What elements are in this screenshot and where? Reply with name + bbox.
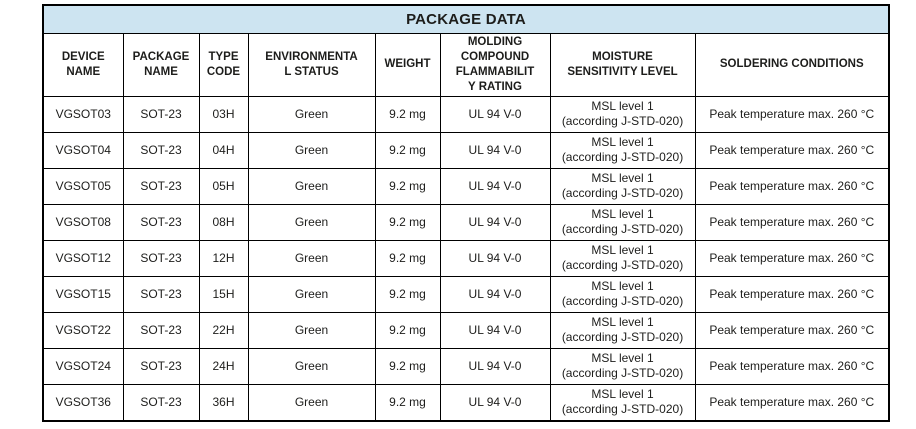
table-row: VGSOT08 SOT-23 08H Green 9.2 mg UL 94 V-0 MSL … [42, 203, 890, 241]
column-header-weight: WEIGHT [374, 33, 441, 97]
cell-molding-compound: UL 94 V-0 [439, 95, 551, 133]
cell-weight: 9.2 mg [374, 239, 441, 277]
cell-device-name: VGSOT24 [42, 347, 124, 385]
cell-soldering-conditions: Peak temperature max. 260 °C [694, 131, 890, 169]
table-row: VGSOT24 SOT-23 24H Green 9.2 mg UL 94 V-0 MSL … [42, 347, 890, 385]
cell-soldering-conditions: Peak temperature max. 260 °C [694, 167, 890, 205]
table-row: VGSOT22 SOT-23 22H Green 9.2 mg UL 94 V-0 MSL … [42, 311, 890, 349]
cell-soldering-conditions: Peak temperature max. 260 °C [694, 275, 890, 313]
cell-molding-compound: UL 94 V-0 [439, 383, 551, 422]
table-row: VGSOT12 SOT-23 12H Green 9.2 mg UL 94 V-0 MSL … [42, 239, 890, 277]
cell-molding-compound: UL 94 V-0 [439, 203, 551, 241]
cell-molding-compound: UL 94 V-0 [439, 347, 551, 385]
cell-molding-compound: UL 94 V-0 [439, 311, 551, 349]
cell-weight: 9.2 mg [374, 347, 441, 385]
cell-package-name: SOT-23 [122, 203, 200, 241]
cell-package-name: SOT-23 [122, 347, 200, 385]
cell-soldering-conditions: Peak temperature max. 260 °C [694, 95, 890, 133]
table-row: VGSOT36 SOT-23 36H Green 9.2 mg UL 94 V-0 MSL … [42, 383, 890, 422]
cell-package-name: SOT-23 [122, 167, 200, 205]
cell-moisture-level: MSL level 1 (according J-STD-020) [549, 131, 696, 169]
cell-device-name: VGSOT03 [42, 95, 124, 133]
column-header-package-name: PACKAGE NAME [122, 33, 200, 97]
cell-type-code: 15H [198, 275, 249, 313]
cell-device-name: VGSOT05 [42, 167, 124, 205]
cell-device-name: VGSOT15 [42, 275, 124, 313]
package-data-table: PACKAGE DATA DEVICE NAME PACKAGE NAME TYPE… [42, 4, 891, 422]
cell-weight: 9.2 mg [374, 311, 441, 349]
cell-moisture-level: MSL level 1 (according J-STD-020) [549, 347, 696, 385]
cell-package-name: SOT-23 [122, 95, 200, 133]
table-title: PACKAGE DATA [42, 4, 890, 34]
cell-moisture-level: MSL level 1 (according J-STD-020) [549, 95, 696, 133]
cell-package-name: SOT-23 [122, 131, 200, 169]
cell-moisture-level: MSL level 1 (according J-STD-020) [549, 167, 696, 205]
cell-package-name: SOT-23 [122, 311, 200, 349]
cell-weight: 9.2 mg [374, 275, 441, 313]
cell-environmental-status: Green [247, 131, 376, 169]
cell-moisture-level: MSL level 1 (according J-STD-020) [549, 203, 696, 241]
cell-type-code: 08H [198, 203, 249, 241]
cell-environmental-status: Green [247, 383, 376, 422]
cell-environmental-status: Green [247, 347, 376, 385]
cell-device-name: VGSOT12 [42, 239, 124, 277]
cell-weight: 9.2 mg [374, 167, 441, 205]
cell-type-code: 36H [198, 383, 249, 422]
table-row: VGSOT03 SOT-23 03H Green 9.2 mg UL 94 V-0 MSL … [42, 95, 890, 133]
cell-type-code: 03H [198, 95, 249, 133]
cell-weight: 9.2 mg [374, 131, 441, 169]
cell-molding-compound: UL 94 V-0 [439, 167, 551, 205]
table-row: VGSOT05 SOT-23 05H Green 9.2 mg UL 94 V-0 MSL … [42, 167, 890, 205]
cell-device-name: VGSOT04 [42, 131, 124, 169]
column-header-molding-compound: MOLDING COMPOUND FLAMMABILIT Y RATING [439, 33, 551, 97]
cell-soldering-conditions: Peak temperature max. 260 °C [694, 239, 890, 277]
cell-environmental-status: Green [247, 203, 376, 241]
cell-type-code: 05H [198, 167, 249, 205]
cell-type-code: 22H [198, 311, 249, 349]
table-row: VGSOT15 SOT-23 15H Green 9.2 mg UL 94 V-0 MSL … [42, 275, 890, 313]
cell-molding-compound: UL 94 V-0 [439, 239, 551, 277]
cell-environmental-status: Green [247, 311, 376, 349]
column-header-moisture-level: MOISTURE SENSITIVITY LEVEL [549, 33, 696, 97]
cell-environmental-status: Green [247, 275, 376, 313]
cell-type-code: 24H [198, 347, 249, 385]
table-header-row: DEVICE NAME PACKAGE NAME TYPE CODE ENVIRONM… [42, 33, 890, 97]
column-header-soldering-conditions: SOLDERING CONDITIONS [694, 33, 890, 97]
cell-weight: 9.2 mg [374, 203, 441, 241]
cell-weight: 9.2 mg [374, 383, 441, 422]
cell-environmental-status: Green [247, 95, 376, 133]
cell-device-name: VGSOT36 [42, 383, 124, 422]
column-header-environmental-status: ENVIRONMENTA L STATUS [247, 33, 376, 97]
cell-soldering-conditions: Peak temperature max. 260 °C [694, 311, 890, 349]
cell-molding-compound: UL 94 V-0 [439, 131, 551, 169]
cell-package-name: SOT-23 [122, 383, 200, 422]
cell-environmental-status: Green [247, 239, 376, 277]
column-header-device-name: DEVICE NAME [42, 33, 124, 97]
table-row: VGSOT04 SOT-23 04H Green 9.2 mg UL 94 V-0 MSL … [42, 131, 890, 169]
cell-moisture-level: MSL level 1 (according J-STD-020) [549, 311, 696, 349]
cell-package-name: SOT-23 [122, 275, 200, 313]
cell-moisture-level: MSL level 1 (according J-STD-020) [549, 239, 696, 277]
column-header-type-code: TYPE CODE [198, 33, 249, 97]
cell-moisture-level: MSL level 1 (according J-STD-020) [549, 383, 696, 422]
cell-device-name: VGSOT22 [42, 311, 124, 349]
cell-soldering-conditions: Peak temperature max. 260 °C [694, 203, 890, 241]
cell-environmental-status: Green [247, 167, 376, 205]
cell-molding-compound: UL 94 V-0 [439, 275, 551, 313]
cell-type-code: 12H [198, 239, 249, 277]
cell-soldering-conditions: Peak temperature max. 260 °C [694, 347, 890, 385]
cell-package-name: SOT-23 [122, 239, 200, 277]
cell-device-name: VGSOT08 [42, 203, 124, 241]
table-title-row: PACKAGE DATA [42, 4, 890, 34]
cell-moisture-level: MSL level 1 (according J-STD-020) [549, 275, 696, 313]
cell-soldering-conditions: Peak temperature max. 260 °C [694, 383, 890, 422]
cell-type-code: 04H [198, 131, 249, 169]
cell-weight: 9.2 mg [374, 95, 441, 133]
